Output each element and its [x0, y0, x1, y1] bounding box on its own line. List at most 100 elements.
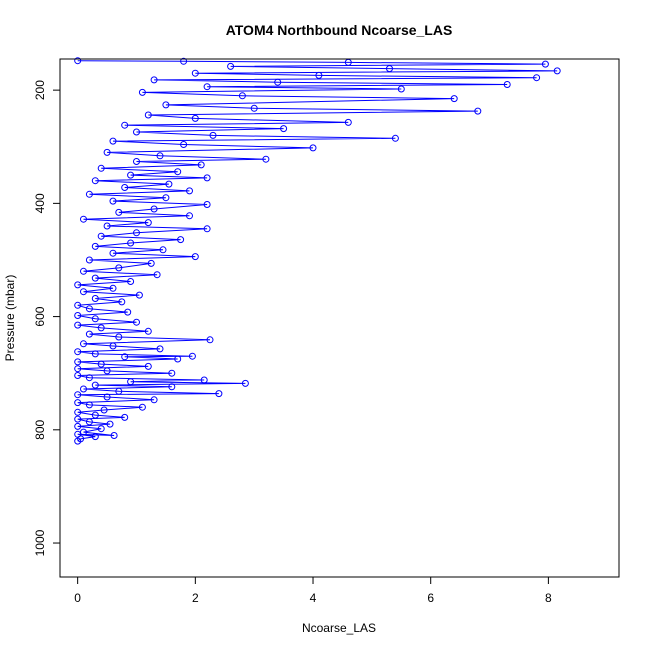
data-point — [203, 201, 211, 208]
data-point — [115, 264, 123, 272]
plot-frame — [59, 58, 620, 578]
data-point — [110, 432, 118, 439]
data-point — [74, 391, 82, 399]
data-point — [168, 383, 176, 391]
data-point — [227, 62, 235, 70]
data-point — [103, 222, 111, 230]
data-point — [85, 418, 93, 426]
data-point — [91, 274, 99, 282]
data-point — [85, 190, 93, 198]
data-point — [80, 288, 87, 296]
data-point — [74, 301, 82, 309]
data-point — [159, 246, 167, 254]
data-point — [191, 253, 199, 261]
data-point — [168, 369, 176, 377]
data-point — [74, 430, 82, 438]
data-point — [97, 425, 105, 433]
data-point — [238, 92, 246, 100]
data-point — [100, 406, 108, 414]
x-tick-label: 2 — [192, 591, 199, 605]
data-point — [80, 215, 87, 223]
data-point — [186, 212, 193, 220]
data-point — [197, 161, 205, 169]
data-point — [74, 365, 82, 373]
y-tick-label: 400 — [33, 193, 47, 213]
data-point — [124, 308, 132, 316]
y-axis: 200 400 600 800 1000 — [33, 80, 61, 556]
data-point — [215, 390, 223, 398]
data-point — [121, 121, 129, 129]
data-point — [156, 152, 164, 160]
data-point — [391, 134, 399, 142]
data-point — [162, 101, 170, 109]
data-point — [127, 278, 135, 285]
data-point — [74, 408, 82, 416]
data-point — [133, 158, 140, 165]
x-axis: 0 2 4 6 8 — [74, 576, 552, 605]
data-point — [115, 387, 123, 395]
data-point — [150, 76, 158, 84]
data-point — [115, 208, 123, 216]
data-point — [191, 114, 199, 122]
data-point — [200, 376, 208, 384]
data-point — [280, 125, 288, 133]
y-tick-label: 1000 — [33, 529, 47, 556]
data-point — [553, 67, 561, 75]
data-point — [315, 71, 323, 79]
data-point — [153, 271, 161, 279]
data-point — [109, 284, 117, 292]
data-point — [174, 355, 182, 363]
data-point — [127, 171, 135, 179]
data-point — [74, 372, 82, 379]
data-point — [203, 83, 211, 91]
data-point — [97, 232, 105, 240]
chart-title: ATOM4 Northbound Ncoarse_LAS — [226, 22, 453, 38]
data-point — [180, 57, 188, 65]
data-point — [115, 333, 123, 341]
data-point — [121, 184, 129, 191]
data-point — [85, 374, 93, 382]
data-point — [397, 85, 405, 93]
data-point — [118, 298, 126, 306]
data-point — [85, 330, 93, 338]
data-point — [206, 336, 214, 344]
data-point — [144, 327, 152, 335]
data-point — [541, 60, 549, 68]
data-point — [188, 352, 196, 360]
data-point — [80, 340, 87, 348]
x-tick-label: 6 — [427, 591, 434, 605]
y-axis-label: Pressure (mbar) — [3, 275, 17, 362]
data-point — [241, 379, 249, 387]
data-point — [109, 249, 117, 257]
data-point — [147, 259, 155, 267]
data-point — [274, 78, 282, 86]
data-point — [80, 267, 87, 275]
data-point — [103, 393, 111, 401]
data-point — [135, 291, 143, 299]
data-point — [74, 57, 82, 65]
data-point — [133, 229, 140, 237]
y-tick-label: 200 — [33, 80, 47, 100]
x-tick-label: 8 — [545, 591, 552, 605]
data-point — [156, 345, 164, 353]
data-point — [74, 399, 82, 407]
data-point — [186, 187, 193, 195]
data-point — [85, 401, 93, 409]
data-point — [121, 413, 129, 421]
data-point — [91, 295, 99, 302]
data-point — [133, 128, 140, 136]
data-point — [386, 65, 393, 73]
data-point — [209, 131, 217, 139]
data-point — [74, 321, 82, 329]
data-point — [97, 324, 105, 332]
series-line-0 — [77, 60, 558, 442]
data-point — [97, 360, 105, 368]
data-point — [106, 420, 114, 428]
data-point — [150, 205, 158, 213]
data-point — [180, 141, 188, 148]
data-point — [91, 381, 99, 389]
data-point — [144, 111, 152, 119]
data-point — [203, 225, 211, 233]
data-point — [191, 69, 199, 77]
